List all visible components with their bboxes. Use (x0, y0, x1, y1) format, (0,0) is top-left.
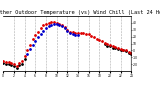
Title: Milwaukee Weather Outdoor Temperature (vs) Wind Chill (Last 24 Hours): Milwaukee Weather Outdoor Temperature (v… (0, 10, 160, 15)
